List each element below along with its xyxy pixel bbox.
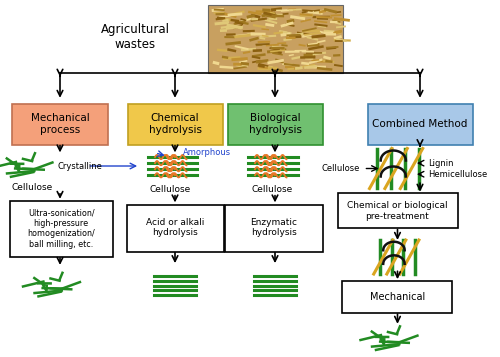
Text: Cellulose: Cellulose	[150, 185, 190, 194]
Text: Cellulose: Cellulose	[322, 164, 360, 173]
FancyBboxPatch shape	[368, 104, 472, 145]
FancyBboxPatch shape	[225, 205, 322, 252]
Text: Mechanical
process: Mechanical process	[30, 113, 90, 135]
FancyBboxPatch shape	[338, 193, 458, 228]
Text: Crystalline: Crystalline	[58, 161, 102, 171]
Text: Biological
hydrolysis: Biological hydrolysis	[248, 113, 302, 135]
Text: Acid or alkali
hydrolysis: Acid or alkali hydrolysis	[146, 218, 204, 237]
Text: Amorphous: Amorphous	[182, 148, 230, 157]
FancyBboxPatch shape	[342, 281, 452, 313]
FancyBboxPatch shape	[228, 104, 322, 145]
FancyBboxPatch shape	[208, 5, 342, 73]
Text: Hemicellulose: Hemicellulose	[428, 170, 487, 179]
FancyBboxPatch shape	[10, 201, 113, 257]
Text: Cellulose: Cellulose	[252, 185, 293, 194]
Text: Cellulose: Cellulose	[12, 183, 53, 192]
Text: Lignin: Lignin	[428, 159, 454, 168]
FancyBboxPatch shape	[12, 104, 108, 145]
Text: Mechanical: Mechanical	[370, 292, 425, 302]
FancyBboxPatch shape	[126, 205, 224, 252]
FancyBboxPatch shape	[128, 104, 222, 145]
Text: Combined Method: Combined Method	[372, 119, 468, 129]
Text: Chemical or biological
pre-treatment: Chemical or biological pre-treatment	[347, 201, 448, 221]
Text: Chemical
hydrolysis: Chemical hydrolysis	[148, 113, 202, 135]
Text: Ultra-sonication/
high-pressure
homogenization/
ball milling, etc.: Ultra-sonication/ high-pressure homogeni…	[28, 208, 95, 248]
Text: Enzymatic
hydrolysis: Enzymatic hydrolysis	[250, 218, 298, 237]
Text: Agricultural
wastes: Agricultural wastes	[100, 24, 170, 51]
